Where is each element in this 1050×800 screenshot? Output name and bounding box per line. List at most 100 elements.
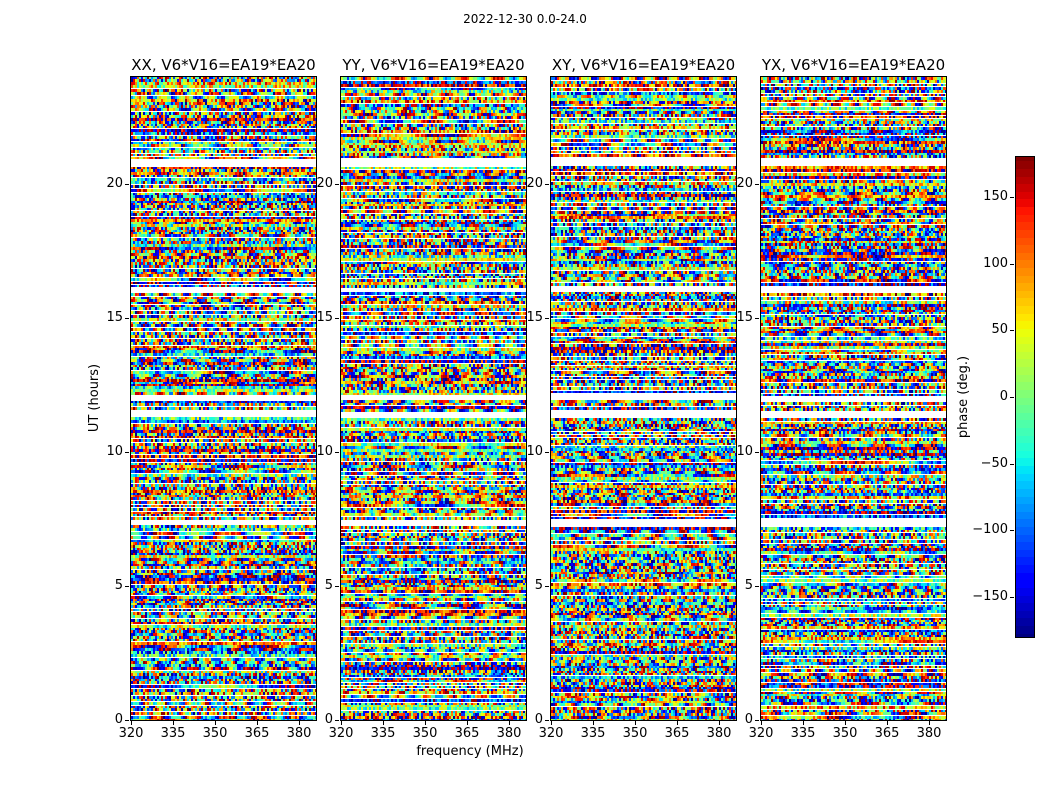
x-tick: [425, 721, 426, 725]
x-tick-label: 335: [370, 726, 396, 741]
y-tick: [125, 184, 129, 185]
colorbar-tick: [1010, 597, 1014, 598]
y-tick-label: 0: [324, 712, 333, 727]
y-tick-label: 20: [736, 176, 753, 191]
y-tick: [545, 720, 549, 721]
y-tick: [335, 184, 339, 185]
panel-frame-xy: [550, 76, 737, 721]
x-tick: [929, 721, 930, 725]
heatmap-canvas-xy: [551, 77, 736, 720]
y-tick-label: 10: [106, 444, 123, 459]
x-tick-label: 320: [328, 726, 354, 741]
y-tick: [125, 452, 129, 453]
x-tick-label: 335: [160, 726, 186, 741]
y-tick-label: 5: [324, 578, 333, 593]
y-tick: [335, 720, 339, 721]
y-tick-label: 5: [114, 578, 123, 593]
colorbar-gradient-canvas: [1016, 157, 1034, 637]
x-tick-label: 380: [916, 726, 942, 741]
y-tick: [545, 318, 549, 319]
x-tick-label: 365: [454, 726, 480, 741]
y-tick-label: 10: [736, 444, 753, 459]
x-tick-label: 380: [496, 726, 522, 741]
panel-frame-yy: [340, 76, 527, 721]
x-tick: [173, 721, 174, 725]
y-tick-label: 20: [106, 176, 123, 191]
figure-title: 2022-12-30 0.0-24.0: [463, 12, 587, 26]
y-axis-label: UT (hours): [87, 363, 102, 433]
y-tick-label: 15: [736, 310, 753, 325]
x-tick-label: 365: [664, 726, 690, 741]
y-tick: [545, 586, 549, 587]
x-tick: [509, 721, 510, 725]
y-tick: [335, 586, 339, 587]
y-tick: [335, 452, 339, 453]
x-tick: [215, 721, 216, 725]
colorbar-tick-label: −50: [980, 456, 1008, 471]
x-tick-label: 380: [286, 726, 312, 741]
x-tick: [887, 721, 888, 725]
y-tick: [755, 318, 759, 319]
y-tick-label: 0: [114, 712, 123, 727]
x-tick: [761, 721, 762, 725]
x-tick-label: 350: [412, 726, 438, 741]
x-tick: [341, 721, 342, 725]
x-tick: [551, 721, 552, 725]
y-tick: [125, 318, 129, 319]
colorbar-tick: [1010, 397, 1014, 398]
panel-frame-yx: [760, 76, 947, 721]
x-tick: [383, 721, 384, 725]
colorbar-tick-label: 0: [999, 389, 1008, 404]
x-tick-label: 350: [622, 726, 648, 741]
panel-title-xy: XY, V6*V16=EA19*EA20: [551, 56, 736, 74]
y-tick: [755, 586, 759, 587]
x-tick-label: 335: [580, 726, 606, 741]
colorbar-tick: [1010, 197, 1014, 198]
x-tick-label: 365: [874, 726, 900, 741]
x-tick: [845, 721, 846, 725]
heatmap-canvas-yy: [341, 77, 526, 720]
x-tick-label: 350: [202, 726, 228, 741]
y-tick-label: 20: [526, 176, 543, 191]
colorbar-tick-label: −100: [972, 522, 1008, 537]
x-tick: [299, 721, 300, 725]
y-tick-label: 5: [744, 578, 753, 593]
panel-frame-xx: [130, 76, 317, 721]
y-tick-label: 15: [316, 310, 333, 325]
x-tick: [131, 721, 132, 725]
y-tick: [545, 184, 549, 185]
y-tick-label: 15: [106, 310, 123, 325]
colorbar-label: phase (deg.): [956, 355, 971, 439]
panel-title-yy: YY, V6*V16=EA19*EA20: [342, 56, 525, 74]
y-tick: [755, 720, 759, 721]
colorbar-tick: [1010, 530, 1014, 531]
y-tick-label: 10: [316, 444, 333, 459]
x-tick-label: 380: [706, 726, 732, 741]
panel-title-xx: XX, V6*V16=EA19*EA20: [131, 56, 316, 74]
y-tick: [125, 720, 129, 721]
y-tick: [125, 586, 129, 587]
colorbar-tick-label: 100: [983, 256, 1008, 271]
panel-title-yx: YX, V6*V16=EA19*EA20: [761, 56, 946, 74]
y-tick-label: 0: [744, 712, 753, 727]
heatmap-canvas-yx: [761, 77, 946, 720]
colorbar-tick: [1010, 264, 1014, 265]
y-tick: [545, 452, 549, 453]
heatmap-canvas-xx: [131, 77, 316, 720]
y-tick-label: 20: [316, 176, 333, 191]
x-tick-label: 320: [118, 726, 144, 741]
x-tick-label: 320: [748, 726, 774, 741]
x-tick: [635, 721, 636, 725]
y-tick-label: 15: [526, 310, 543, 325]
x-tick: [677, 721, 678, 725]
y-tick-label: 10: [526, 444, 543, 459]
y-tick: [755, 452, 759, 453]
colorbar-tick: [1010, 330, 1014, 331]
x-tick-label: 320: [538, 726, 564, 741]
x-tick: [719, 721, 720, 725]
y-tick-label: 5: [534, 578, 543, 593]
y-tick: [755, 184, 759, 185]
x-tick: [803, 721, 804, 725]
x-tick: [257, 721, 258, 725]
